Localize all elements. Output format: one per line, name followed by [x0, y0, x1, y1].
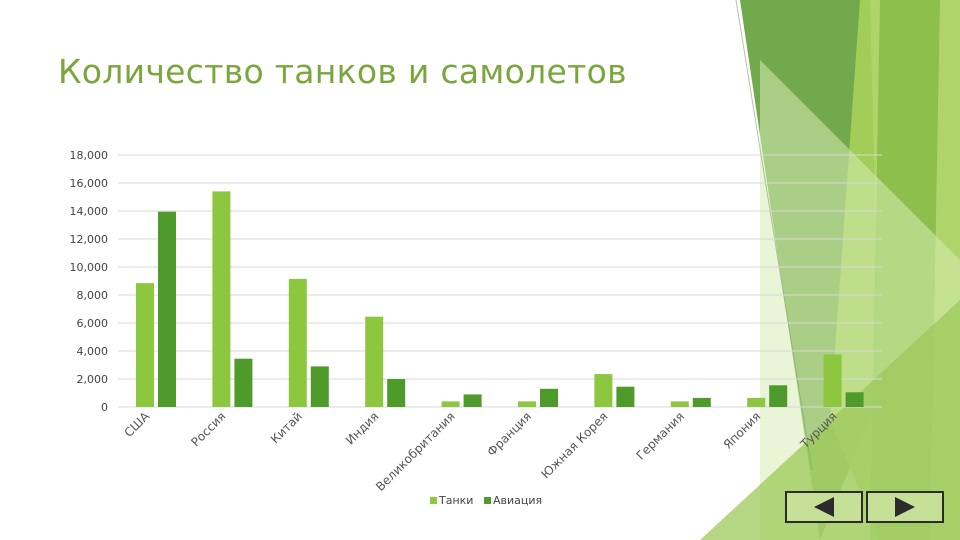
previous-slide-button[interactable] [785, 491, 863, 523]
bar-aviation [845, 392, 864, 407]
y-tick-label: 6,000 [77, 317, 109, 330]
grid-lines [118, 154, 882, 408]
bar-aviation [616, 386, 635, 407]
bar-tanks [441, 401, 460, 407]
bar-tanks [594, 374, 613, 407]
bar-tanks [518, 401, 536, 407]
bar-aviation [692, 397, 711, 407]
bar-tanks [365, 316, 384, 407]
bar-aviation [540, 388, 558, 407]
x-category-label: Южная Корея [538, 409, 610, 481]
x-category-label: Япония [721, 409, 764, 452]
y-tick-label: 10,000 [70, 261, 109, 274]
bar-tanks [670, 401, 689, 407]
decor-bottom-wedge [700, 300, 960, 540]
page-title: Количество танков и самолетов [58, 52, 627, 91]
x-category-label: Россия [188, 409, 228, 449]
y-axis-tick-labels: 0 2,000 4,000 6,000 8,000 10,000 12,000 14,000 1… [70, 149, 109, 414]
bar-tanks [288, 278, 307, 407]
x-category-label: Великобритания [373, 409, 458, 494]
next-slide-button[interactable] [866, 491, 944, 523]
legend-label: Танки [438, 494, 473, 507]
legend-swatch [484, 497, 491, 504]
bar-aviation [463, 394, 482, 407]
bar-tanks [212, 191, 231, 407]
x-category-label: Индия [343, 409, 381, 447]
bar-tanks [823, 354, 842, 407]
bar-aviation [387, 379, 406, 407]
x-category-label: США [121, 409, 152, 440]
y-tick-label: 16,000 [70, 177, 109, 190]
legend-swatch [430, 497, 437, 504]
y-tick-label: 14,000 [70, 205, 109, 218]
triangle-left-icon [814, 497, 834, 517]
bar-aviation [158, 211, 176, 407]
bar-aviation [769, 385, 788, 407]
legend-label: Авиация [493, 494, 542, 507]
bars [136, 191, 864, 407]
x-category-label: Китай [268, 409, 305, 446]
y-tick-label: 2,000 [77, 373, 109, 386]
legend: Танки Авиация [430, 494, 542, 507]
x-category-label: Германия [633, 409, 686, 462]
bar-tanks [747, 397, 766, 407]
triangle-right-icon [895, 497, 915, 517]
y-tick-label: 12,000 [70, 233, 109, 246]
y-tick-label: 0 [101, 401, 108, 414]
y-tick-label: 18,000 [70, 149, 109, 162]
x-category-label: Франция [484, 409, 534, 459]
bar-tanks [136, 283, 154, 407]
bar-aviation [310, 366, 329, 407]
y-tick-label: 4,000 [77, 345, 109, 358]
x-category-label: Турция [797, 409, 840, 452]
bar-aviation [234, 358, 253, 407]
y-tick-label: 8,000 [77, 289, 109, 302]
decor-thin-line [735, 0, 813, 471]
